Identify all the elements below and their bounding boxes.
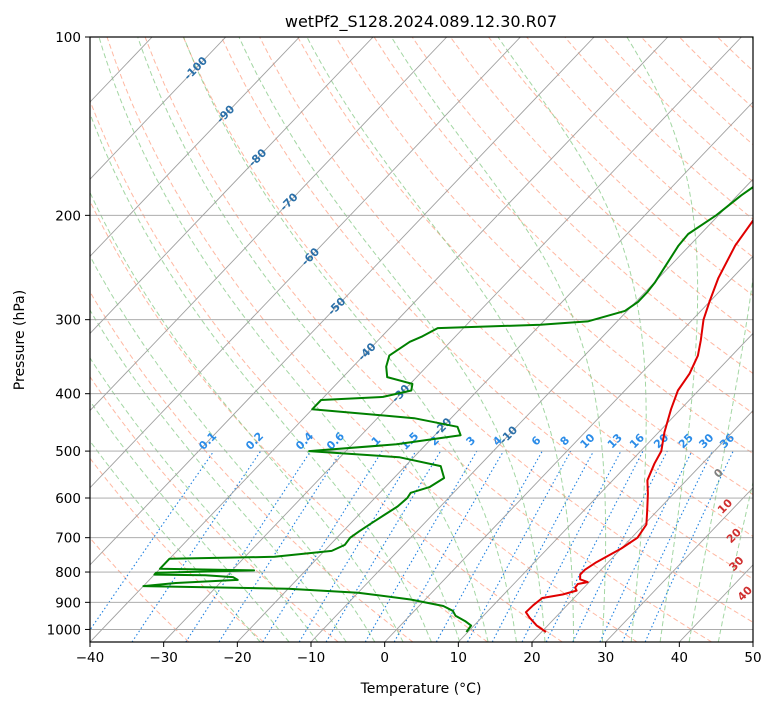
x-tick-label: 20 <box>523 650 540 666</box>
isotherm-line <box>237 101 753 642</box>
mixing-ratio-line <box>131 450 262 642</box>
y-tick-label: 300 <box>55 313 81 329</box>
temperature-profile <box>524 218 753 633</box>
dewpoint-profile <box>142 185 753 633</box>
y-tick-label: 700 <box>55 531 81 547</box>
moist-adiabat-line <box>497 37 647 642</box>
moist-adiabat-line <box>98 37 461 642</box>
x-tick-label: −30 <box>149 650 178 666</box>
mixing-ratio-line <box>90 450 215 631</box>
profiles <box>142 185 753 633</box>
moist-adiabat-line <box>688 37 753 642</box>
dry-adiabat-line <box>90 457 264 642</box>
isotherm-line <box>90 37 300 257</box>
isotherm-line <box>90 37 595 566</box>
mixing-ratio-line <box>298 450 417 642</box>
x-axis: −40 −30 −20 −10 0 10 20 30 40 50 <box>76 642 762 666</box>
isotherm-line <box>458 332 753 642</box>
isotherm-line <box>384 255 753 642</box>
chart-title: wetPf2_S128.2024.089.12.30.R07 <box>285 12 557 32</box>
dry-adiabat-line <box>297 37 753 496</box>
isotherm-line <box>90 37 227 180</box>
plot-frame <box>89 36 754 643</box>
mixing-ratio-line <box>218 450 342 642</box>
y-tick-label: 200 <box>55 208 81 224</box>
moist-adiabat-line <box>137 37 489 642</box>
moist-adiabat-line <box>238 37 546 642</box>
moist-adiabat-line <box>90 440 261 642</box>
isotherm-line <box>605 487 753 642</box>
mixing-ratio-line <box>467 450 572 642</box>
dry-adiabat-line <box>144 37 712 642</box>
dry-adiabat-line <box>449 37 753 335</box>
dry-adiabats <box>90 37 753 642</box>
isotherm-line <box>90 37 448 412</box>
x-tick-label: −20 <box>223 650 252 666</box>
moist-adiabat-line <box>626 37 699 642</box>
x-tick-label: −10 <box>297 650 326 666</box>
isotherm-line <box>531 409 753 642</box>
dry-adiabat-line <box>106 37 638 642</box>
dry-adiabat-line <box>488 37 753 297</box>
mixing-ratio-line <box>545 450 644 642</box>
mixing-ratio-line <box>185 450 312 642</box>
dry-adiabat-line <box>90 537 190 642</box>
dry-adiabat-line <box>90 200 488 642</box>
y-tick-label: 1000 <box>47 622 81 638</box>
y-tick-label: 800 <box>55 565 81 581</box>
x-tick-label: 10 <box>450 650 467 666</box>
dry-adiabat-line <box>373 37 753 414</box>
mixing-ratio-line <box>435 450 543 642</box>
isotherm-line <box>90 37 521 489</box>
plot-area: -100-90-80-70-60-50-40-30-20 -100.1 0.2 0.4… <box>90 37 753 642</box>
y-tick-label: 400 <box>55 387 81 403</box>
x-axis-title: Temperature (°C) <box>360 681 482 697</box>
x-tick-label: −40 <box>76 650 105 666</box>
isotherm-line <box>90 37 669 642</box>
x-tick-label: 50 <box>744 650 761 666</box>
y-tick-label: 600 <box>55 491 81 507</box>
y-tick-label: 100 <box>55 30 81 46</box>
isotherms <box>90 37 753 642</box>
moist-adiabat-line <box>90 309 347 642</box>
mixing-ratio-line <box>572 450 668 642</box>
x-tick-label: 40 <box>671 650 688 666</box>
dry-adiabat-line <box>220 37 753 580</box>
moist-adiabat-line <box>90 356 319 642</box>
isotherm-line <box>310 178 753 642</box>
moist-adiabat-line <box>90 400 290 642</box>
dry-adiabat-line <box>182 37 753 623</box>
moist-adiabat-line <box>390 37 607 642</box>
x-tick-label: 30 <box>597 650 614 666</box>
y-tick-label: 900 <box>55 595 81 611</box>
isotherm-line <box>163 37 742 642</box>
moist-adiabat-line <box>90 191 404 642</box>
isotherm-line <box>90 37 374 335</box>
moist-adiabat-line <box>90 255 376 642</box>
y-axis: 1000 900 800 700 600 500 400 300 200 100 <box>47 30 90 638</box>
moist-adiabat-line <box>90 112 432 642</box>
y-tick-label: 500 <box>55 444 81 460</box>
dry-adiabat-line <box>90 99 563 642</box>
y-axis-title: Pressure (hPa) <box>12 290 28 390</box>
x-tick-label: 0 <box>380 650 389 666</box>
